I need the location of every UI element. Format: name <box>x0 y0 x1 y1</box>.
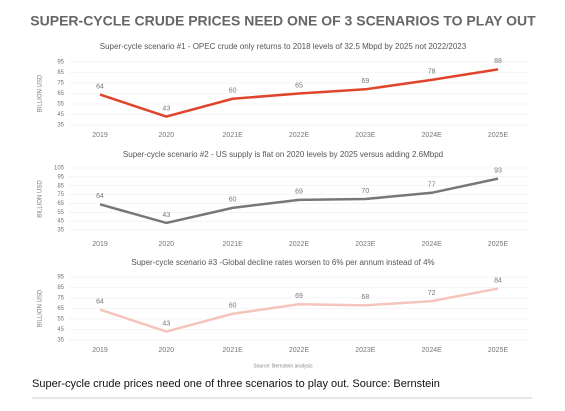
y-tick-label: 55 <box>57 102 64 108</box>
y-tick-label: 45 <box>57 327 64 333</box>
data-label: 84 <box>494 277 502 284</box>
y-tick-label: 105 <box>54 166 65 172</box>
caption: Super-cycle crude prices need one of thr… <box>32 378 440 390</box>
y-tick-label: 45 <box>57 112 64 118</box>
data-label: 70 <box>361 188 369 195</box>
data-label: 43 <box>162 320 170 327</box>
x-tick-label: 2020 <box>159 347 175 354</box>
data-label: 43 <box>162 105 170 112</box>
x-tick-label: 2022E <box>289 347 310 354</box>
data-label: 88 <box>494 58 502 65</box>
x-tick-label: 2021E <box>223 347 244 354</box>
y-tick-label: 65 <box>57 91 64 97</box>
data-label: 60 <box>229 303 237 310</box>
x-tick-label: 2025E <box>488 347 509 354</box>
y-tick-label: 35 <box>57 338 64 344</box>
y-tick-label: 75 <box>57 296 64 302</box>
x-tick-label: 2024E <box>422 347 443 354</box>
data-label: 60 <box>229 88 237 95</box>
y-tick-label: 85 <box>57 285 64 291</box>
x-tick-label: 2024E <box>422 132 443 139</box>
x-tick-label: 2024E <box>422 241 443 248</box>
y-tick-label: 55 <box>57 210 64 216</box>
data-label: 68 <box>361 294 369 301</box>
data-label: 69 <box>361 78 369 85</box>
main-title: SUPER-CYCLE CRUDE PRICES NEED ONE OF 3 S… <box>30 13 536 29</box>
data-label: 65 <box>295 82 303 89</box>
chart-subtitle: Super-cycle scenario #2 - US supply is f… <box>123 150 443 159</box>
data-label: 43 <box>162 212 170 219</box>
data-label: 78 <box>428 69 436 76</box>
x-tick-label: 2022E <box>289 241 310 248</box>
x-tick-label: 2023E <box>355 241 376 248</box>
data-label: 64 <box>96 193 104 200</box>
x-tick-label: 2025E <box>488 241 509 248</box>
y-tick-label: 65 <box>57 306 64 312</box>
x-tick-label: 2022E <box>289 132 310 139</box>
line <box>99 177 499 225</box>
y-tick-label: 65 <box>57 201 64 207</box>
y-axis-label: BILLION USD <box>38 74 44 112</box>
x-tick-label: 2019 <box>92 241 108 248</box>
y-tick-label: 75 <box>57 81 64 87</box>
x-tick-label: 2019 <box>92 132 108 139</box>
y-tick-label: 35 <box>57 123 64 129</box>
source: Source: Bernstein analysis <box>253 363 313 369</box>
x-tick-label: 2019 <box>92 347 108 354</box>
chart-subtitle: Super-cycle scenario #1 - OPEC crude onl… <box>100 42 467 51</box>
y-tick-label: 95 <box>57 60 64 66</box>
y-axis-label: BILLION USD <box>38 180 44 218</box>
y-tick-label: 75 <box>57 192 64 198</box>
data-label: 69 <box>295 293 303 300</box>
y-tick-label: 45 <box>57 219 64 225</box>
x-tick-label: 2020 <box>159 241 175 248</box>
data-label: 64 <box>96 83 104 90</box>
y-tick-label: 95 <box>57 174 64 180</box>
y-tick-label: 55 <box>57 317 64 323</box>
x-tick-label: 2020 <box>159 132 175 139</box>
y-tick-label: 85 <box>57 183 64 189</box>
data-label: 93 <box>494 167 502 174</box>
x-tick-label: 2021E <box>223 132 244 139</box>
chart-subtitle: Super-cycle scenario #3 -Global decline … <box>131 258 434 267</box>
data-label: 60 <box>229 197 237 204</box>
data-label: 77 <box>428 182 436 189</box>
line <box>99 68 499 118</box>
data-label: 72 <box>428 290 436 297</box>
y-axis-label: BILLION USD <box>38 289 44 327</box>
x-tick-label: 2021E <box>223 241 244 248</box>
y-tick-label: 35 <box>57 228 64 234</box>
y-tick-label: 95 <box>57 275 64 281</box>
x-tick-label: 2023E <box>355 347 376 354</box>
line <box>99 287 499 333</box>
data-label: 69 <box>295 189 303 196</box>
data-label: 64 <box>96 298 104 305</box>
y-tick-label: 85 <box>57 70 64 76</box>
x-tick-label: 2025E <box>488 132 509 139</box>
x-tick-label: 2023E <box>355 132 376 139</box>
